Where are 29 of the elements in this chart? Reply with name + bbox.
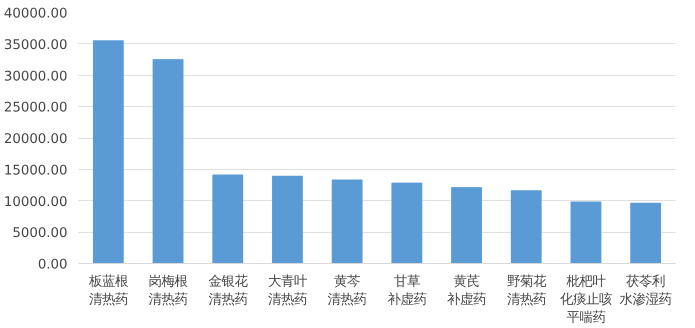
bar <box>272 176 303 264</box>
bar <box>630 202 662 264</box>
bar <box>510 190 542 264</box>
x-tick-label: 黄芩清热药 <box>328 274 367 308</box>
y-tick-label: 25000.00 <box>4 100 68 116</box>
y-tick-label: 5000.00 <box>12 226 68 242</box>
y-tick-label: 40000.00 <box>4 6 68 22</box>
y-tick-label: 35000.00 <box>4 38 68 53</box>
x-tick-label: 茯苓利水渗湿药 <box>620 274 672 308</box>
y-tick-label: 0.00 <box>38 258 68 272</box>
y-tick-label: 20000.00 <box>4 132 68 147</box>
bar <box>332 180 363 264</box>
x-tick-label: 板蓝根清热药 <box>88 274 128 308</box>
x-tick-label: 黄芪补虚药 <box>447 274 486 308</box>
bar <box>451 187 482 264</box>
x-tick-label: 大青叶清热药 <box>268 274 307 308</box>
bar <box>92 40 124 264</box>
y-tick-label: 30000.00 <box>4 69 68 84</box>
y-tick-label: 15000.00 <box>4 163 68 178</box>
bar <box>152 59 184 264</box>
x-tick-label: 岗梅根清热药 <box>148 274 188 308</box>
x-tick-label: 枇杷叶化痰止咳平喘药 <box>560 274 612 326</box>
x-tick-label: 金银花清热药 <box>208 274 248 308</box>
bar <box>391 182 422 264</box>
x-tick-label: 甘草补虚药 <box>387 274 426 308</box>
bar <box>570 202 602 264</box>
x-tick-label: 野菊花清热药 <box>506 274 546 308</box>
bar <box>212 174 244 264</box>
y-tick-label: 10000.00 <box>4 194 68 210</box>
